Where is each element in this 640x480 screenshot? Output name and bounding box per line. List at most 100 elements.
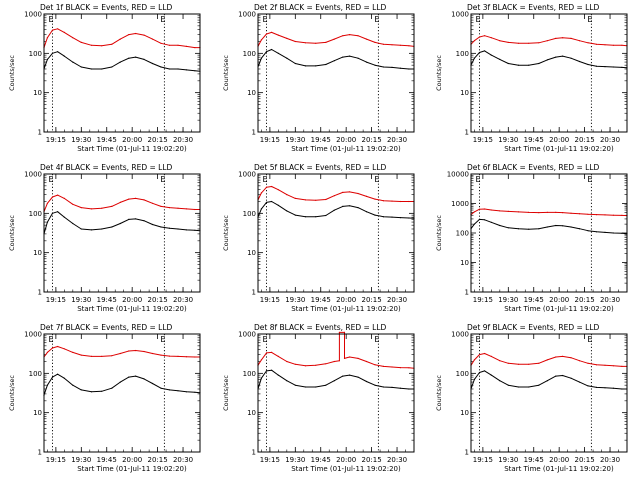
- event-marker-label: E: [160, 15, 165, 24]
- series-lld-point: [365, 360, 368, 363]
- series-lld-point: [72, 37, 74, 39]
- series-events-point: [499, 224, 501, 227]
- series-events-point: [391, 66, 393, 68]
- series-events-point: [570, 226, 572, 228]
- event-marker-label: E: [262, 15, 267, 24]
- series-events-point: [587, 385, 589, 387]
- series-lld-point: [517, 42, 520, 44]
- series-lld-point: [517, 211, 520, 213]
- y-tick-label: 1: [252, 449, 256, 457]
- series-lld-point: [349, 356, 351, 358]
- y-tick-label: 1: [465, 449, 469, 457]
- series-lld-point: [194, 208, 196, 211]
- series-events-point: [621, 388, 623, 390]
- x-axis-label: Start Time (01-Jul-11 19:02:20): [77, 145, 187, 153]
- series-events-point: [612, 232, 615, 234]
- x-tick-label: 19:30: [285, 136, 305, 144]
- x-tick-label: 20:00: [549, 296, 569, 304]
- event-marker-label: E: [160, 335, 165, 344]
- series-lld-point: [507, 362, 509, 364]
- series-events-point: [119, 222, 121, 225]
- y-tick-label: 1000: [451, 11, 469, 19]
- series-events-point: [333, 60, 335, 62]
- x-tick-label: 20:15: [362, 456, 382, 464]
- series-lld-point: [277, 34, 279, 36]
- x-tick-label: 19:45: [97, 296, 117, 304]
- series-lld-point: [349, 34, 351, 36]
- series-events-point: [357, 207, 359, 209]
- series-lld-point: [57, 28, 59, 30]
- series-lld-point: [286, 194, 288, 196]
- series-events-point: [111, 387, 113, 389]
- series-lld-point: [294, 40, 296, 43]
- event-marker-label: E: [475, 335, 480, 344]
- series-lld-point: [277, 189, 279, 191]
- series-events-point: [63, 216, 65, 218]
- x-tick-label: 20:15: [575, 296, 595, 304]
- series-lld-point: [408, 45, 410, 47]
- x-tick-label: 19:45: [97, 456, 117, 464]
- y-tick-label: 1: [252, 129, 256, 137]
- series-events-point: [399, 217, 401, 219]
- series-events-point: [51, 212, 54, 214]
- series-lld-point: [578, 213, 581, 215]
- series-events-point: [595, 386, 598, 388]
- series-lld-point: [128, 198, 130, 200]
- series-lld-point: [90, 44, 93, 46]
- series-lld-point: [343, 357, 346, 359]
- event-marker-label: E: [48, 335, 53, 344]
- y-axis-label: Counts/sec: [222, 55, 230, 91]
- series-lld-point: [570, 212, 572, 214]
- series-events-point: [538, 228, 540, 230]
- series-events-point: [72, 384, 74, 386]
- series-lld-point: [604, 214, 606, 216]
- series-lld-point: [338, 360, 340, 362]
- series-events-point: [517, 386, 520, 388]
- series-events-point: [546, 59, 548, 61]
- y-tick-label: 100: [456, 370, 469, 378]
- series-lld-point: [168, 44, 171, 46]
- y-tick-label: 1: [465, 289, 469, 297]
- series-events-point: [595, 65, 598, 67]
- series-events-point: [587, 230, 589, 232]
- series-lld-point: [343, 331, 346, 333]
- series-lld-point: [484, 208, 486, 210]
- y-tick-label: 1000: [24, 331, 42, 339]
- series-events-point: [349, 374, 351, 376]
- event-marker-label: E: [587, 335, 592, 344]
- x-axis-label: Start Time (01-Jul-11 19:02:20): [77, 305, 187, 313]
- event-marker-label: E: [374, 15, 379, 24]
- y-tick-label: 100: [243, 50, 256, 58]
- series-lld-point: [111, 355, 113, 357]
- series-lld-point: [333, 195, 335, 197]
- series-events-point: [365, 211, 368, 213]
- series-lld-point: [325, 41, 327, 44]
- series-events-point: [294, 62, 296, 65]
- series-lld-point: [277, 355, 279, 357]
- series-events-point: [286, 57, 288, 59]
- x-tick-label: 19:45: [524, 296, 544, 304]
- series-events-point: [177, 68, 179, 70]
- series-lld-point: [484, 352, 486, 355]
- event-marker-label: E: [160, 175, 165, 184]
- event-marker-label: E: [262, 175, 267, 184]
- series-lld-point: [286, 37, 288, 40]
- series-lld-point: [265, 352, 268, 354]
- y-tick-label: 1000: [24, 11, 42, 19]
- series-lld-point: [119, 352, 121, 355]
- x-tick-label: 19:45: [311, 296, 331, 304]
- x-tick-label: 19:30: [498, 456, 518, 464]
- series-events-point: [365, 380, 368, 383]
- series-lld-point: [51, 29, 54, 31]
- series-lld-point: [260, 359, 262, 361]
- series-lld-point: [499, 360, 501, 362]
- series-events-point: [260, 57, 262, 59]
- series-lld-point: [304, 42, 307, 44]
- series-events-point: [277, 374, 279, 376]
- series-lld-point: [151, 202, 154, 204]
- panel-5: Det 5f BLACK = Events, RED = LLD Counts/s…: [222, 163, 415, 313]
- series-events-point: [490, 54, 492, 56]
- series-events-point: [484, 370, 486, 372]
- series-events-point: [72, 222, 74, 225]
- x-tick-label: 19:30: [498, 136, 518, 144]
